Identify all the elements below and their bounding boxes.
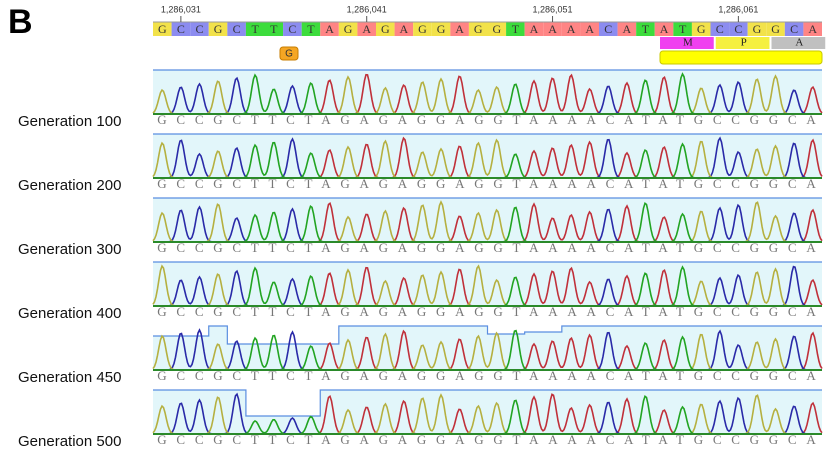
quality-area	[153, 390, 822, 434]
reference-base: G	[437, 22, 446, 36]
position-label: 1,286,031	[161, 4, 201, 14]
sample-label: Generation 500	[18, 433, 121, 450]
reference-base: A	[400, 22, 409, 36]
reference-base: A	[567, 22, 576, 36]
reference-base: C	[734, 22, 742, 36]
position-label: 1,286,041	[347, 4, 387, 14]
variant-label: G	[285, 49, 293, 60]
reference-base: G	[381, 22, 390, 36]
reference-base: A	[530, 22, 539, 36]
reference-base: C	[177, 22, 185, 36]
reference-base: G	[418, 22, 427, 36]
amino-acid: M	[683, 37, 693, 49]
panel-label: B	[8, 3, 33, 41]
reference-base: A	[623, 22, 632, 36]
reference-base: G	[492, 22, 501, 36]
reference-base: C	[790, 22, 798, 36]
sample-label: Generation 450	[18, 369, 121, 386]
reference-base: A	[325, 22, 334, 36]
reference-base: A	[362, 22, 371, 36]
cds-bar	[660, 51, 822, 64]
reference-base: T	[307, 22, 315, 36]
reference-base: A	[548, 22, 557, 36]
reference-base: G	[771, 22, 780, 36]
reference-base: A	[455, 22, 464, 36]
figure: B GCCGCTTCTAGAGAGGAGGTAAAACATATGCCGGCA1,…	[0, 0, 826, 456]
position-label: 1,286,061	[718, 4, 758, 14]
reference-base: C	[195, 22, 203, 36]
reference-base: C	[716, 22, 724, 36]
amino-acid: A	[795, 37, 803, 49]
reference-base: A	[660, 22, 669, 36]
sample-label: Generation 300	[18, 241, 121, 258]
reference-base: G	[214, 22, 223, 36]
reference-base: C	[233, 22, 241, 36]
reference-base: C	[604, 22, 612, 36]
sample-label: Generation 200	[18, 177, 121, 194]
reference-base: A	[808, 22, 817, 36]
amino-acid: P	[741, 37, 747, 49]
sample-label: Generation 400	[18, 305, 121, 322]
reference-base: C	[288, 22, 296, 36]
reference-base: T	[642, 22, 650, 36]
reference-base: G	[158, 22, 167, 36]
reference-base: T	[512, 22, 520, 36]
sample-label: Generation 100	[18, 113, 121, 130]
reference-base: G	[697, 22, 706, 36]
reference-base: T	[270, 22, 278, 36]
reference-base: G	[344, 22, 353, 36]
reference-base: A	[585, 22, 594, 36]
position-label: 1,286,051	[533, 4, 573, 14]
reference-base: G	[753, 22, 762, 36]
reference-base: G	[474, 22, 483, 36]
reference-base: T	[679, 22, 687, 36]
reference-base: T	[252, 22, 260, 36]
